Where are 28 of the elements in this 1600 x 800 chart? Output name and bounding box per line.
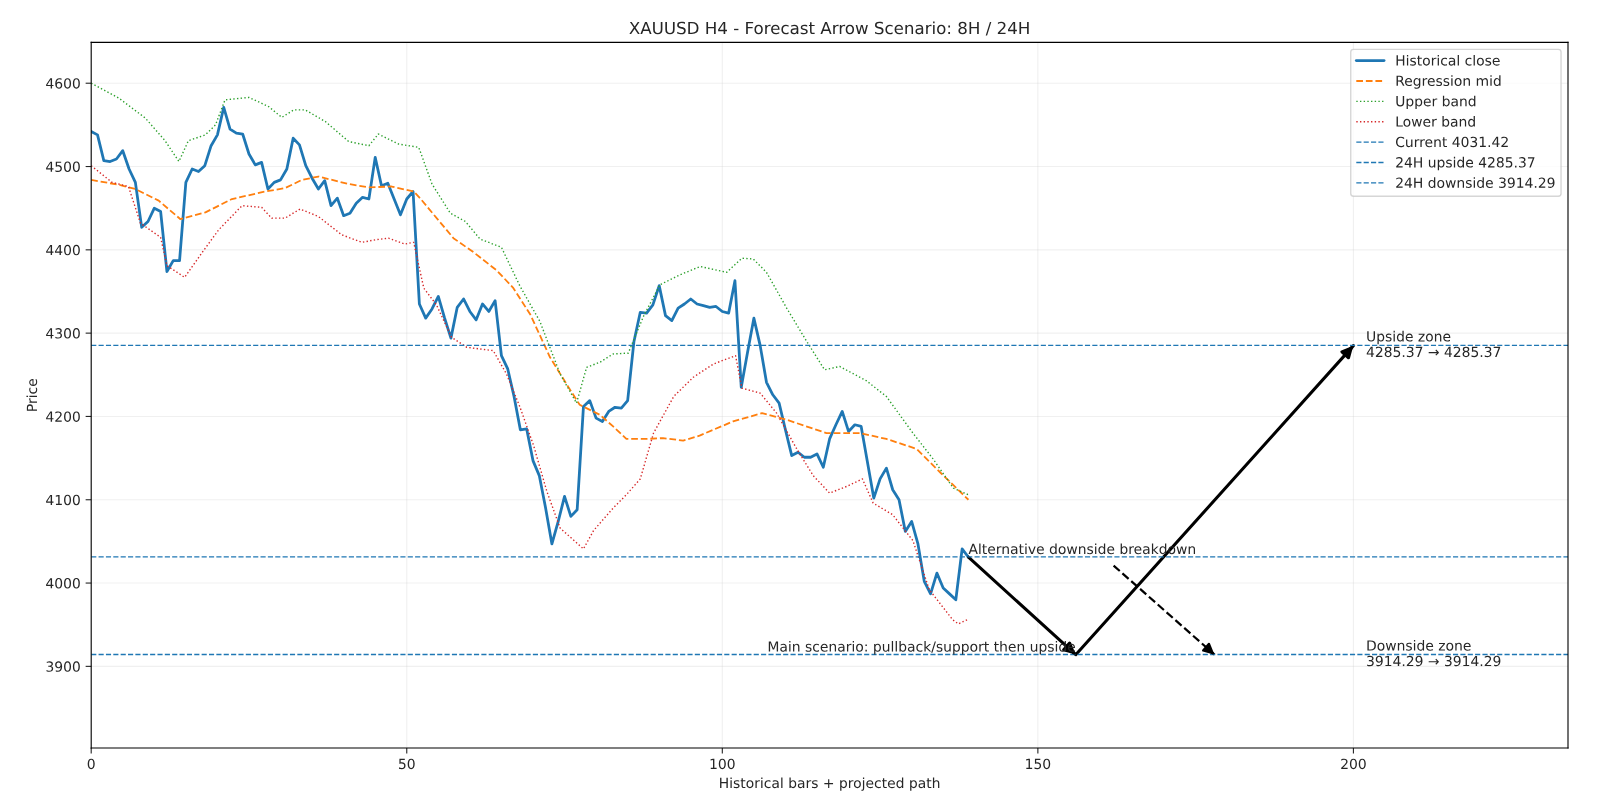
legend-label: Upper band [1396,95,1476,110]
legend-label: 24H downside 3914.29 [1396,177,1555,188]
x-tick-label: 150 [1026,758,1051,770]
y-tick-label: 4000 [46,578,80,589]
x-tick-label: 100 [710,758,735,770]
y-tick-label: 3900 [46,661,80,672]
y-tick-label: 4500 [46,161,80,172]
legend-label: Regression mid [1396,75,1501,89]
legend-label: 24H upside 4285.37 [1396,156,1535,171]
line-series [91,175,970,501]
x-axis-title: Historical bars + projected path [720,777,940,791]
y-tick-label: 4100 [46,494,80,506]
x-tick-label: 0 [87,758,95,770]
annotation: Upside zone 4285.37 → 4285.37 [1366,330,1501,358]
y-tick-label: 4200 [46,411,80,422]
x-tick-label: 200 [1341,758,1366,770]
annotation: Downside zone 3914.29 → 3914.29 [1367,639,1501,667]
y-axis-title: Price [26,379,38,411]
legend-label: Current 4031.42 [1395,136,1508,148]
legend-label: Historical close [1396,54,1500,66]
y-tick-label: 4600 [46,78,80,89]
line-series [91,164,968,625]
legend-label: Lower band [1396,116,1475,127]
x-tick-label: 50 [398,758,415,770]
chart-title: XAUUSD H4 - Forecast Arrow Scenario: 8H / 24H [629,21,1029,36]
line-series [91,82,970,496]
y-tick-label: 4300 [46,328,80,339]
y-tick-label: 4400 [46,244,80,256]
